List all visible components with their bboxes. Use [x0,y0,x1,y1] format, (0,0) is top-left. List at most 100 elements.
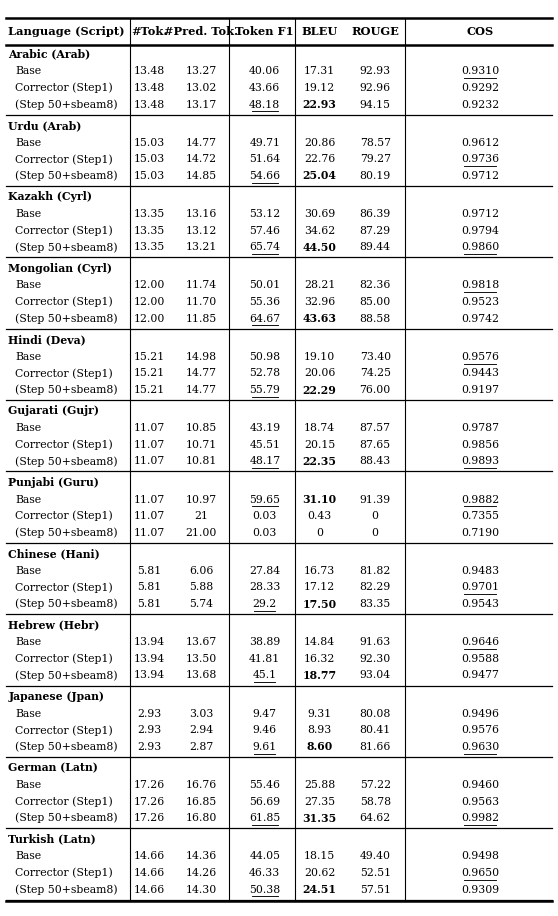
Text: Corrector (Step1): Corrector (Step1) [16,796,113,807]
Text: 13.35: 13.35 [134,225,165,235]
Text: 13.17: 13.17 [186,100,217,110]
Text: Language (Script): Language (Script) [8,26,125,38]
Text: 0.9543: 0.9543 [461,599,499,609]
Text: 0.03: 0.03 [253,528,277,538]
Text: 24.51: 24.51 [302,884,336,895]
Text: 12.00: 12.00 [134,280,165,290]
Text: 10.97: 10.97 [186,495,217,505]
Text: 0.9292: 0.9292 [461,83,499,93]
Text: Corrector (Step1): Corrector (Step1) [16,368,113,378]
Text: 0.7190: 0.7190 [461,528,499,538]
Text: (Step 50+sbeam8): (Step 50+sbeam8) [16,242,118,253]
Text: 48.18: 48.18 [249,100,281,110]
Text: 14.98: 14.98 [186,352,217,362]
Text: 52.51: 52.51 [360,868,391,878]
Text: 11.07: 11.07 [134,423,165,433]
Text: (Step 50+sbeam8): (Step 50+sbeam8) [16,742,118,752]
Text: 76.00: 76.00 [359,385,391,395]
Text: 31.35: 31.35 [302,812,336,823]
Text: 5.81: 5.81 [137,566,161,576]
Text: 13.48: 13.48 [134,100,165,110]
Text: 25.88: 25.88 [304,780,335,790]
Text: 43.66: 43.66 [249,83,281,93]
Text: 57.22: 57.22 [360,780,391,790]
Text: 12.00: 12.00 [134,297,165,307]
Text: 13.12: 13.12 [186,225,217,235]
Text: 2.94: 2.94 [189,725,213,736]
Text: 0.9309: 0.9309 [461,885,499,895]
Text: Base: Base [16,638,41,648]
Text: 0.9882: 0.9882 [461,495,499,505]
Text: 0: 0 [372,528,379,538]
Text: 11.07: 11.07 [134,440,165,450]
Text: 64.62: 64.62 [359,813,391,823]
Text: 6.06: 6.06 [189,566,214,576]
Text: 0.9563: 0.9563 [461,797,499,807]
Text: 8.60: 8.60 [306,741,333,752]
Text: 22.29: 22.29 [302,385,336,396]
Text: 21: 21 [194,511,208,521]
Text: 87.65: 87.65 [360,440,391,450]
Text: 74.25: 74.25 [360,368,391,378]
Text: 11.07: 11.07 [134,495,165,505]
Text: 85.00: 85.00 [359,297,391,307]
Text: 2.93: 2.93 [137,709,161,719]
Text: 17.12: 17.12 [304,583,335,593]
Text: 5.74: 5.74 [189,599,213,609]
Text: 57.46: 57.46 [249,225,280,235]
Text: 12.00: 12.00 [134,313,165,323]
Text: 0.03: 0.03 [253,511,277,521]
Text: Kazakh (Cyrl): Kazakh (Cyrl) [8,191,92,202]
Text: 0.9310: 0.9310 [461,66,499,76]
Text: 0.9856: 0.9856 [461,440,499,450]
Text: 28.21: 28.21 [304,280,335,290]
Text: 80.08: 80.08 [359,709,391,719]
Text: 20.86: 20.86 [304,137,335,147]
Text: 2.93: 2.93 [137,742,161,752]
Text: 19.10: 19.10 [304,352,335,362]
Text: 11.07: 11.07 [134,511,165,521]
Text: 0.9818: 0.9818 [461,280,499,290]
Text: Turkish (Latn): Turkish (Latn) [8,834,96,845]
Text: 41.81: 41.81 [249,654,281,664]
Text: 11.74: 11.74 [186,280,217,290]
Text: 18.77: 18.77 [302,670,336,681]
Text: 9.61: 9.61 [253,742,277,752]
Text: 14.30: 14.30 [186,885,217,895]
Text: 15.21: 15.21 [134,352,165,362]
Text: 30.69: 30.69 [304,209,335,219]
Text: 0.9893: 0.9893 [461,456,499,466]
Text: Gujarati (Gujr): Gujarati (Gujr) [8,406,99,417]
Text: 48.17: 48.17 [249,456,280,466]
Text: 0.7355: 0.7355 [461,511,499,521]
Text: 0.9443: 0.9443 [461,368,499,378]
Text: 14.77: 14.77 [186,368,217,378]
Text: 10.71: 10.71 [186,440,217,450]
Text: Token F1: Token F1 [235,26,294,38]
Text: 53.12: 53.12 [249,209,281,219]
Text: 50.01: 50.01 [249,280,281,290]
Text: 16.80: 16.80 [186,813,217,823]
Text: 13.02: 13.02 [186,83,217,93]
Text: 89.44: 89.44 [360,242,391,252]
Text: 80.19: 80.19 [359,171,391,180]
Text: 50.98: 50.98 [249,352,280,362]
Text: 65.74: 65.74 [249,242,280,252]
Text: Base: Base [16,209,41,219]
Text: 0.9576: 0.9576 [461,725,499,736]
Text: 27.84: 27.84 [249,566,280,576]
Text: 87.57: 87.57 [360,423,391,433]
Text: 88.43: 88.43 [359,456,391,466]
Text: 14.66: 14.66 [134,851,165,861]
Text: 14.72: 14.72 [186,154,217,164]
Text: Corrector (Step1): Corrector (Step1) [16,440,113,450]
Text: 14.84: 14.84 [304,638,335,648]
Text: 87.29: 87.29 [360,225,391,235]
Text: 19.12: 19.12 [304,83,335,93]
Text: Chinese (Hani): Chinese (Hani) [8,548,100,559]
Text: (Step 50+sbeam8): (Step 50+sbeam8) [16,99,118,110]
Text: 29.2: 29.2 [253,599,277,609]
Text: 28.33: 28.33 [249,583,281,593]
Text: (Step 50+sbeam8): (Step 50+sbeam8) [16,812,118,823]
Text: 13.21: 13.21 [186,242,217,252]
